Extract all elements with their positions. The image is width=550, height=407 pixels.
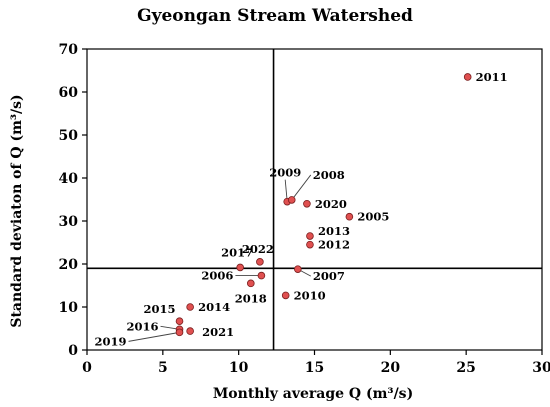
point-label-2021: 2021 xyxy=(202,325,234,339)
data-point-2005 xyxy=(345,212,354,221)
x-tick-label: 5 xyxy=(158,360,168,376)
data-point-2022 xyxy=(256,258,264,266)
point-label-2020: 2020 xyxy=(315,197,347,211)
data-point-2011 xyxy=(463,73,472,81)
point-label-2007: 2007 xyxy=(313,269,345,283)
point-label-2012: 2012 xyxy=(318,238,350,252)
leader-2008 xyxy=(291,174,312,201)
data-point-2018 xyxy=(247,279,255,288)
x-tick-label: 15 xyxy=(305,360,324,376)
point-label-2005: 2005 xyxy=(357,210,389,224)
leader-2019 xyxy=(128,331,180,342)
point-label-2009: 2009 xyxy=(269,166,301,180)
x-tick-label: 30 xyxy=(532,360,550,376)
chart-title: Gyeongan Stream Watershed xyxy=(137,6,413,26)
data-point-2015 xyxy=(175,317,184,325)
point-label-2018: 2018 xyxy=(235,291,267,305)
point-label-2016: 2016 xyxy=(127,319,159,333)
data-point-2008 xyxy=(287,196,296,204)
y-tick-label: 0 xyxy=(68,343,78,359)
label-leaders xyxy=(128,174,312,342)
data-point-2013 xyxy=(306,232,314,240)
y-tick-label: 10 xyxy=(59,300,79,316)
y-tick-labels: 0 10 20 30 40 50 60 70 xyxy=(59,42,79,359)
data-point-2021 xyxy=(186,327,194,335)
x-tick-label: 10 xyxy=(229,360,249,376)
y-tick-label: 30 xyxy=(59,214,79,230)
y-tick-label: 70 xyxy=(59,42,79,58)
y-axis-title: Standard deviaton of Q (m³/s) xyxy=(9,94,25,327)
data-points xyxy=(175,73,472,337)
data-point-2020 xyxy=(303,200,311,208)
x-tick-label: 0 xyxy=(82,360,92,376)
point-label-2013: 2013 xyxy=(318,224,350,238)
data-point-2007 xyxy=(294,265,302,273)
y-tick-label: 20 xyxy=(59,257,79,273)
x-axis-title: Monthly average Q (m³/s) xyxy=(213,386,413,402)
axis-ticks xyxy=(82,48,543,355)
y-tick-label: 60 xyxy=(59,85,79,101)
data-point-2017 xyxy=(236,263,244,272)
point-label-2015: 2015 xyxy=(144,302,176,316)
data-point-2014 xyxy=(186,303,194,311)
point-label-2022: 2022 xyxy=(242,242,274,256)
data-point-2010 xyxy=(281,291,290,300)
data-point-2019 xyxy=(175,328,184,337)
data-point-2006 xyxy=(257,271,266,280)
point-label-2017: 2017 xyxy=(221,245,253,259)
x-tick-label: 25 xyxy=(456,360,475,376)
data-point-2012 xyxy=(306,240,314,249)
point-label-2019: 2019 xyxy=(95,334,127,348)
y-tick-label: 40 xyxy=(59,171,79,187)
y-tick-label: 50 xyxy=(59,128,79,144)
point-label-2008: 2008 xyxy=(313,168,345,182)
x-tick-label: 20 xyxy=(381,360,401,376)
point-label-2014: 2014 xyxy=(198,300,230,314)
x-tick-labels: 0 5 10 15 20 25 30 xyxy=(82,360,550,376)
point-label-2006: 2006 xyxy=(201,269,233,283)
reference-lines xyxy=(87,49,542,350)
point-label-2010: 2010 xyxy=(294,288,326,302)
point-label-2011: 2011 xyxy=(476,70,508,84)
